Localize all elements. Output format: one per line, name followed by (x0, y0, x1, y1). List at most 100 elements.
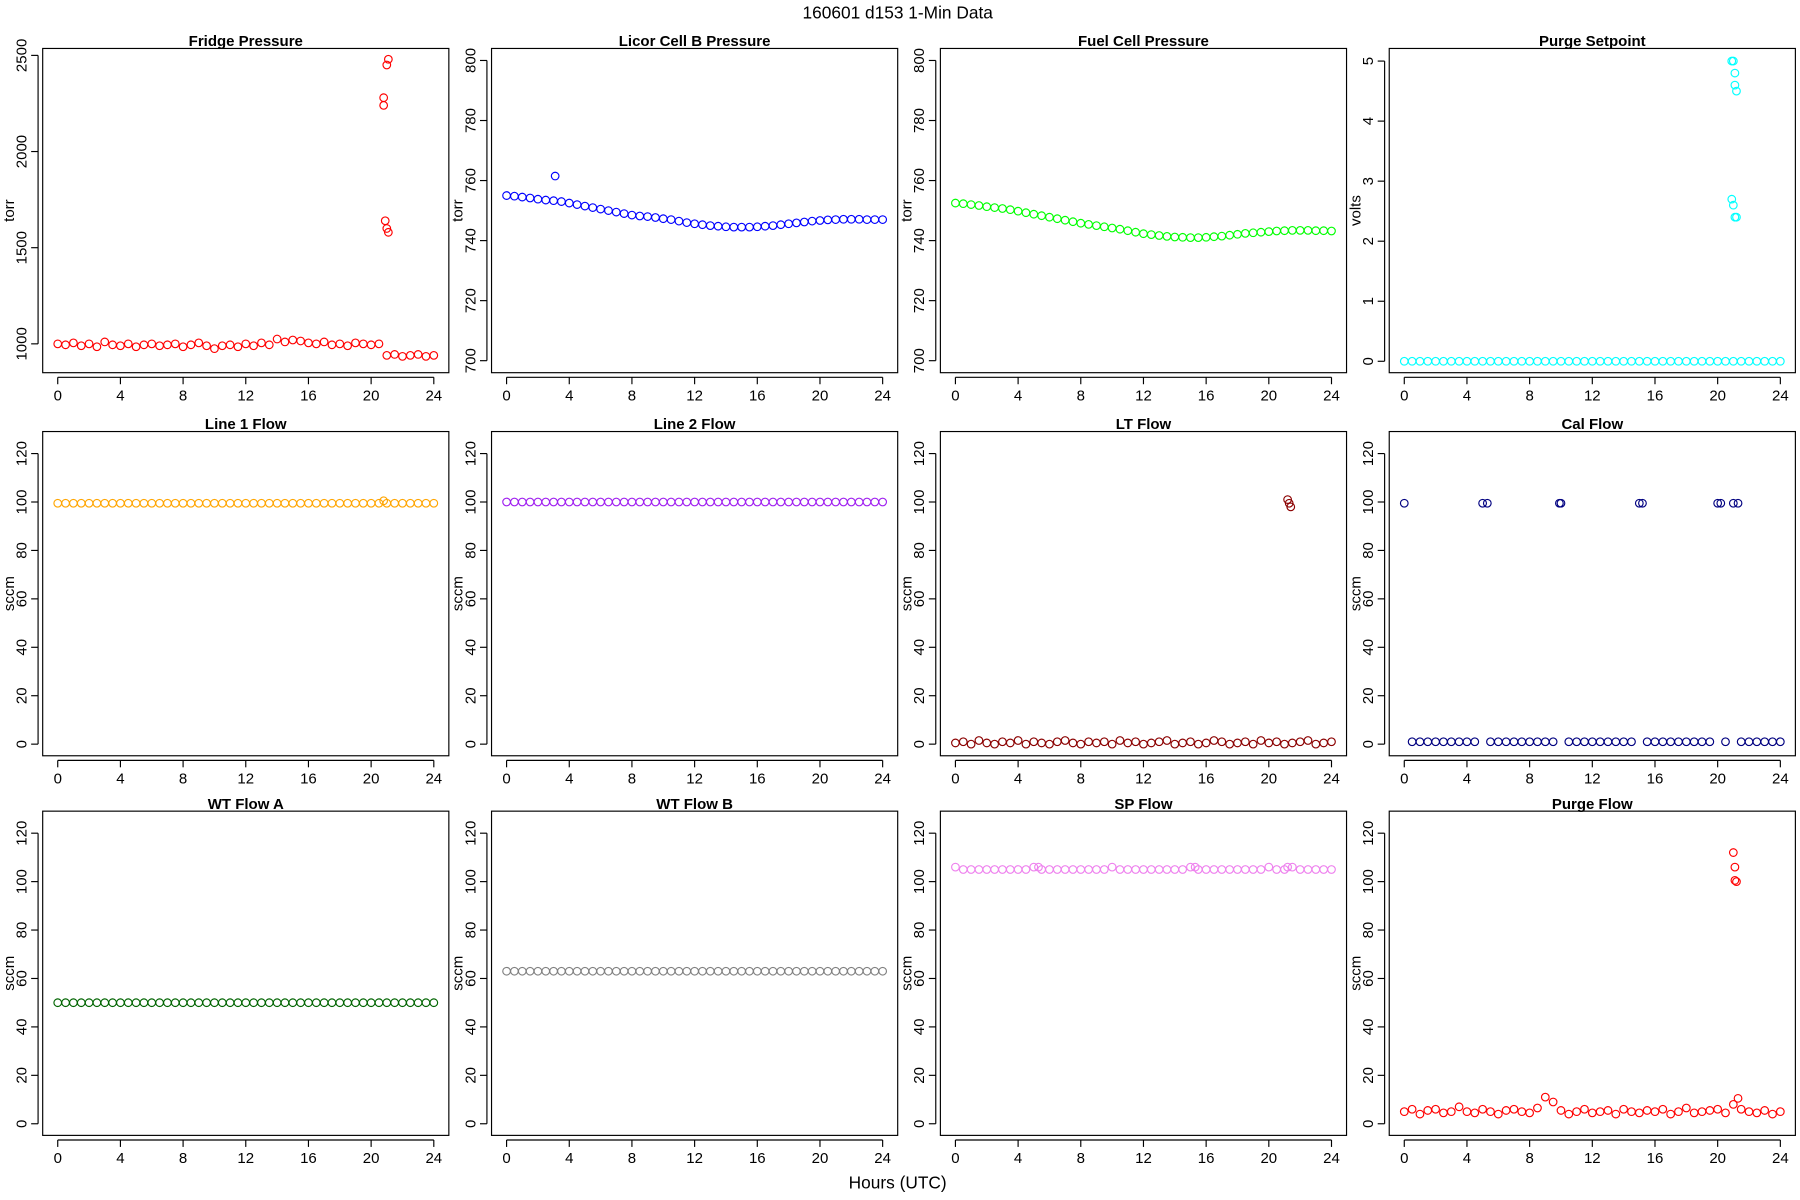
point (1454, 1102, 1464, 1112)
point (1115, 736, 1125, 745)
y-axis-label: torr (899, 199, 916, 222)
x-tick-label: 24 (425, 770, 442, 787)
point (233, 342, 243, 352)
y-tick-label: 720 (911, 288, 928, 313)
point (550, 171, 560, 181)
point (1060, 736, 1070, 745)
y-tick-label: 40 (1360, 639, 1377, 656)
point (1399, 1107, 1409, 1117)
x-tick-label: 8 (628, 1150, 636, 1167)
x-tick-label: 12 (1584, 387, 1601, 404)
point (1478, 1104, 1488, 1114)
point (311, 339, 321, 349)
y-tick-label: 100 (14, 869, 31, 894)
panel-title: Cal Flow (1561, 416, 1623, 433)
y-tick-label: 40 (1360, 1019, 1377, 1036)
point (1548, 1097, 1558, 1107)
y-tick-label: 20 (14, 1067, 31, 1084)
point (76, 341, 86, 351)
y-tick-label: 3 (1360, 177, 1377, 185)
panel-title: Licor Cell B Pressure (619, 33, 771, 50)
y-tick-label: 120 (1360, 821, 1377, 846)
point (1603, 1106, 1613, 1115)
point (1634, 498, 1644, 508)
point (202, 341, 211, 351)
point (990, 739, 999, 749)
y-tick-label: 100 (1360, 869, 1377, 894)
point (1733, 498, 1743, 508)
y-tick-label: 120 (911, 441, 928, 466)
y-tick-label: 120 (462, 821, 479, 846)
point (1470, 1108, 1480, 1118)
x-tick-label: 20 (363, 387, 380, 404)
y-tick-label: 20 (1360, 1067, 1377, 1084)
point (1768, 1109, 1777, 1119)
y-tick-label: 100 (911, 869, 928, 894)
panel-title: LT Flow (1116, 416, 1172, 433)
point (178, 342, 188, 352)
point (1248, 739, 1258, 749)
plot-frame (939, 810, 1348, 1136)
point (1470, 737, 1480, 747)
x-tick-label: 20 (1260, 387, 1277, 404)
x-tick-label: 24 (1772, 387, 1789, 404)
x-tick-label: 16 (749, 1150, 766, 1167)
point (1099, 737, 1109, 747)
point (1619, 1104, 1629, 1114)
point (272, 334, 282, 344)
x-axis-label: Hours (UTC) (849, 1172, 947, 1192)
point (1525, 1108, 1535, 1118)
plot-frame (490, 47, 899, 374)
point (296, 336, 305, 346)
point (319, 337, 329, 347)
y-tick-label: 0 (14, 740, 31, 748)
y-tick-label: 1 (1360, 297, 1377, 305)
point (1564, 1109, 1574, 1119)
point (1775, 737, 1785, 747)
x-tick-label: 4 (1014, 770, 1022, 787)
point (1716, 498, 1726, 508)
point (335, 339, 345, 349)
point (429, 998, 439, 1008)
point (1775, 356, 1785, 366)
y-tick-label: 20 (462, 687, 479, 704)
y-tick-label: 80 (14, 922, 31, 939)
y-tick-label: 740 (911, 228, 928, 253)
point (1415, 1109, 1425, 1119)
point (1217, 737, 1227, 747)
x-tick-label: 8 (179, 387, 187, 404)
x-tick-label: 24 (1323, 387, 1340, 404)
y-axis-label: volts (1347, 195, 1364, 226)
y-tick-label: 2500 (14, 39, 31, 72)
point (1478, 498, 1488, 508)
point (1021, 739, 1031, 749)
point (1728, 498, 1738, 508)
x-tick-label: 24 (1772, 770, 1789, 787)
point (1713, 498, 1723, 508)
x-tick-label: 0 (54, 770, 62, 787)
panel-title: WT Flow B (656, 796, 733, 813)
x-tick-label: 8 (179, 1150, 187, 1167)
y-tick-label: 60 (1360, 970, 1377, 987)
point (1240, 737, 1250, 747)
point (1107, 739, 1117, 749)
x-tick-label: 8 (1525, 770, 1533, 787)
x-tick-label: 20 (812, 1150, 829, 1167)
point (1286, 502, 1296, 512)
x-tick-label: 16 (1198, 387, 1215, 404)
point (1256, 865, 1266, 874)
point (1732, 877, 1741, 887)
point (1732, 212, 1741, 222)
y-axis-label: sccm (450, 956, 467, 991)
y-tick-label: 60 (1360, 591, 1377, 608)
x-tick-label: 4 (1014, 387, 1022, 404)
point (1186, 862, 1195, 872)
x-tick-label: 16 (1647, 770, 1664, 787)
point (966, 739, 976, 749)
point (1556, 1106, 1566, 1115)
point (429, 351, 439, 360)
y-tick-label: 40 (462, 1019, 479, 1036)
y-tick-label: 2000 (14, 135, 31, 168)
y-tick-label: 40 (911, 1019, 928, 1036)
